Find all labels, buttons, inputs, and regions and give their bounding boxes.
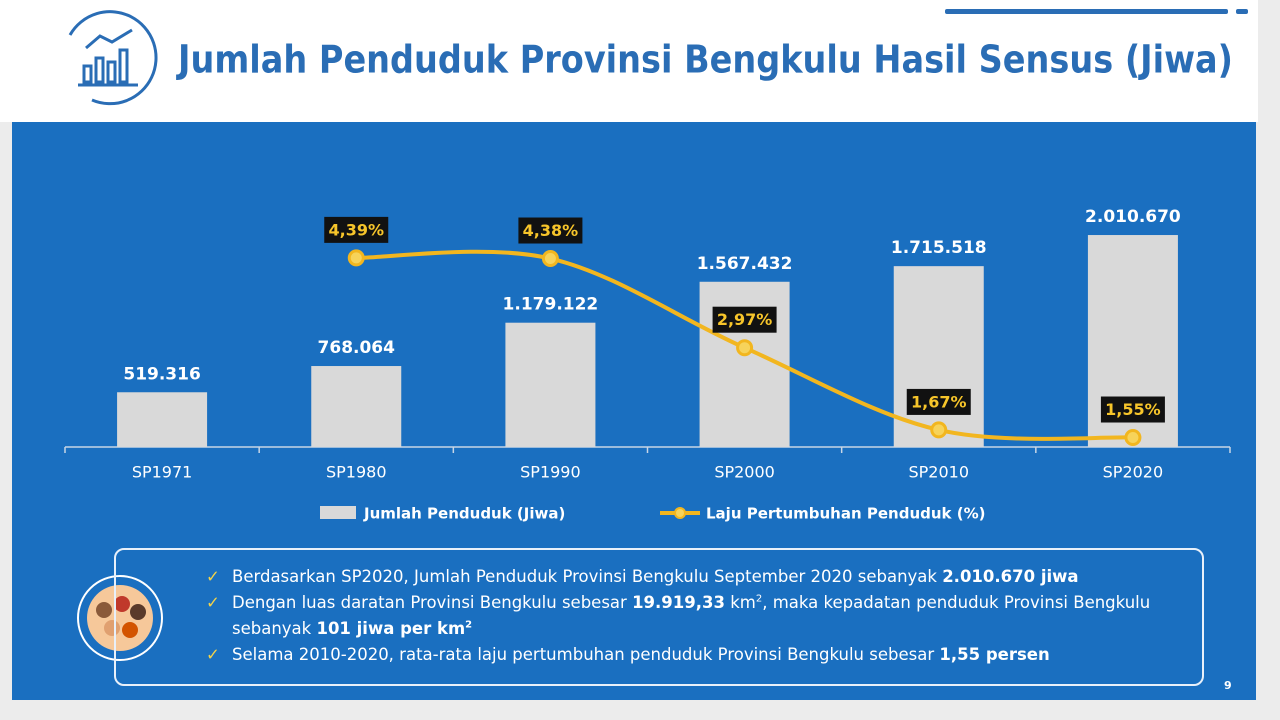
header-decor xyxy=(1236,9,1248,14)
note-bold: 19.919,33 xyxy=(632,593,725,612)
bar-value-label: 768.064 xyxy=(318,338,396,358)
people-icon xyxy=(77,575,163,661)
line-value-label: 1,67% xyxy=(911,392,967,411)
plot: SP1971 SP1980 SP1990 SP2000 SP2010 SP2020 519.… xyxy=(64,207,1231,523)
line-value-label: 2,97% xyxy=(717,310,773,329)
note-bold: 101 jiwa per km xyxy=(316,619,466,638)
page-number: 9 xyxy=(1224,679,1232,692)
line-label-bg xyxy=(712,306,777,333)
line-label-bg xyxy=(518,217,583,244)
legend-label: Laju Pertumbuhan Penduduk (%) xyxy=(706,505,986,523)
line-point xyxy=(1124,429,1142,447)
line-label-bg xyxy=(1100,396,1165,423)
note-text: km xyxy=(724,593,756,612)
line-label-bg xyxy=(906,388,971,415)
note-text: Dengan luas daratan Provinsi Bengkulu se… xyxy=(232,593,633,612)
x-tick-label: SP2010 xyxy=(908,463,969,482)
bar xyxy=(117,392,208,447)
header-bg xyxy=(0,0,1258,122)
bar xyxy=(893,266,984,447)
x-tick-label: SP2020 xyxy=(1103,463,1164,482)
line-point xyxy=(736,339,754,357)
bar-value-label: 1.179.122 xyxy=(503,295,599,315)
x-tick-label: SP1980 xyxy=(326,463,387,482)
line-point xyxy=(930,421,948,439)
note-bold: 1,55 persen xyxy=(939,645,1050,664)
note: Dengan luas daratan Provinsi Bengkulu se… xyxy=(206,590,1182,642)
chart-title: Jumlah Penduduk Provinsi Bengkulu Hasil … xyxy=(175,38,1233,82)
legend-swatch xyxy=(320,506,356,519)
bar-value-label: 519.316 xyxy=(123,364,200,384)
line-value-label: 1,55% xyxy=(1105,400,1161,419)
bar-value-label: 1.567.432 xyxy=(697,254,793,274)
legend-swatch xyxy=(674,507,686,519)
bar xyxy=(505,322,596,447)
header-decor xyxy=(945,9,1228,14)
notes-list: Berdasarkan SP2020, Jumlah Penduduk Prov… xyxy=(116,550,1202,668)
x-tick-label: SP1990 xyxy=(520,463,581,482)
note-sup: 2 xyxy=(755,593,763,605)
x-tick-label: SP2000 xyxy=(714,463,775,482)
line-value-label: 4,38% xyxy=(523,221,579,240)
note-text: , maka kepadatan penduduk Provinsi Bengk… xyxy=(232,593,1151,638)
legend-label: Jumlah Penduduk (Jiwa) xyxy=(363,505,565,523)
line-point xyxy=(541,250,559,268)
note: Berdasarkan SP2020, Jumlah Penduduk Prov… xyxy=(206,564,1182,590)
notes-box: Berdasarkan SP2020, Jumlah Penduduk Prov… xyxy=(114,548,1204,686)
note-text: Berdasarkan SP2020, Jumlah Penduduk Prov… xyxy=(232,567,943,586)
header-icon xyxy=(68,10,158,106)
note-sup: 2 xyxy=(465,619,473,631)
bar-value-label: 2.010.670 xyxy=(1085,207,1181,227)
line-label-bg xyxy=(324,216,389,243)
note-bold: 2.010.670 jiwa xyxy=(942,567,1079,586)
line-point xyxy=(347,249,365,267)
bar-value-label: 1.715.518 xyxy=(891,238,987,258)
note-text: Selama 2010-2020, rata-rata laju pertumb… xyxy=(232,645,940,664)
line-value-label: 4,39% xyxy=(328,220,384,239)
bar xyxy=(311,366,402,447)
note: Selama 2010-2020, rata-rata laju pertumb… xyxy=(206,642,1182,668)
x-tick-label: SP1971 xyxy=(132,463,193,482)
